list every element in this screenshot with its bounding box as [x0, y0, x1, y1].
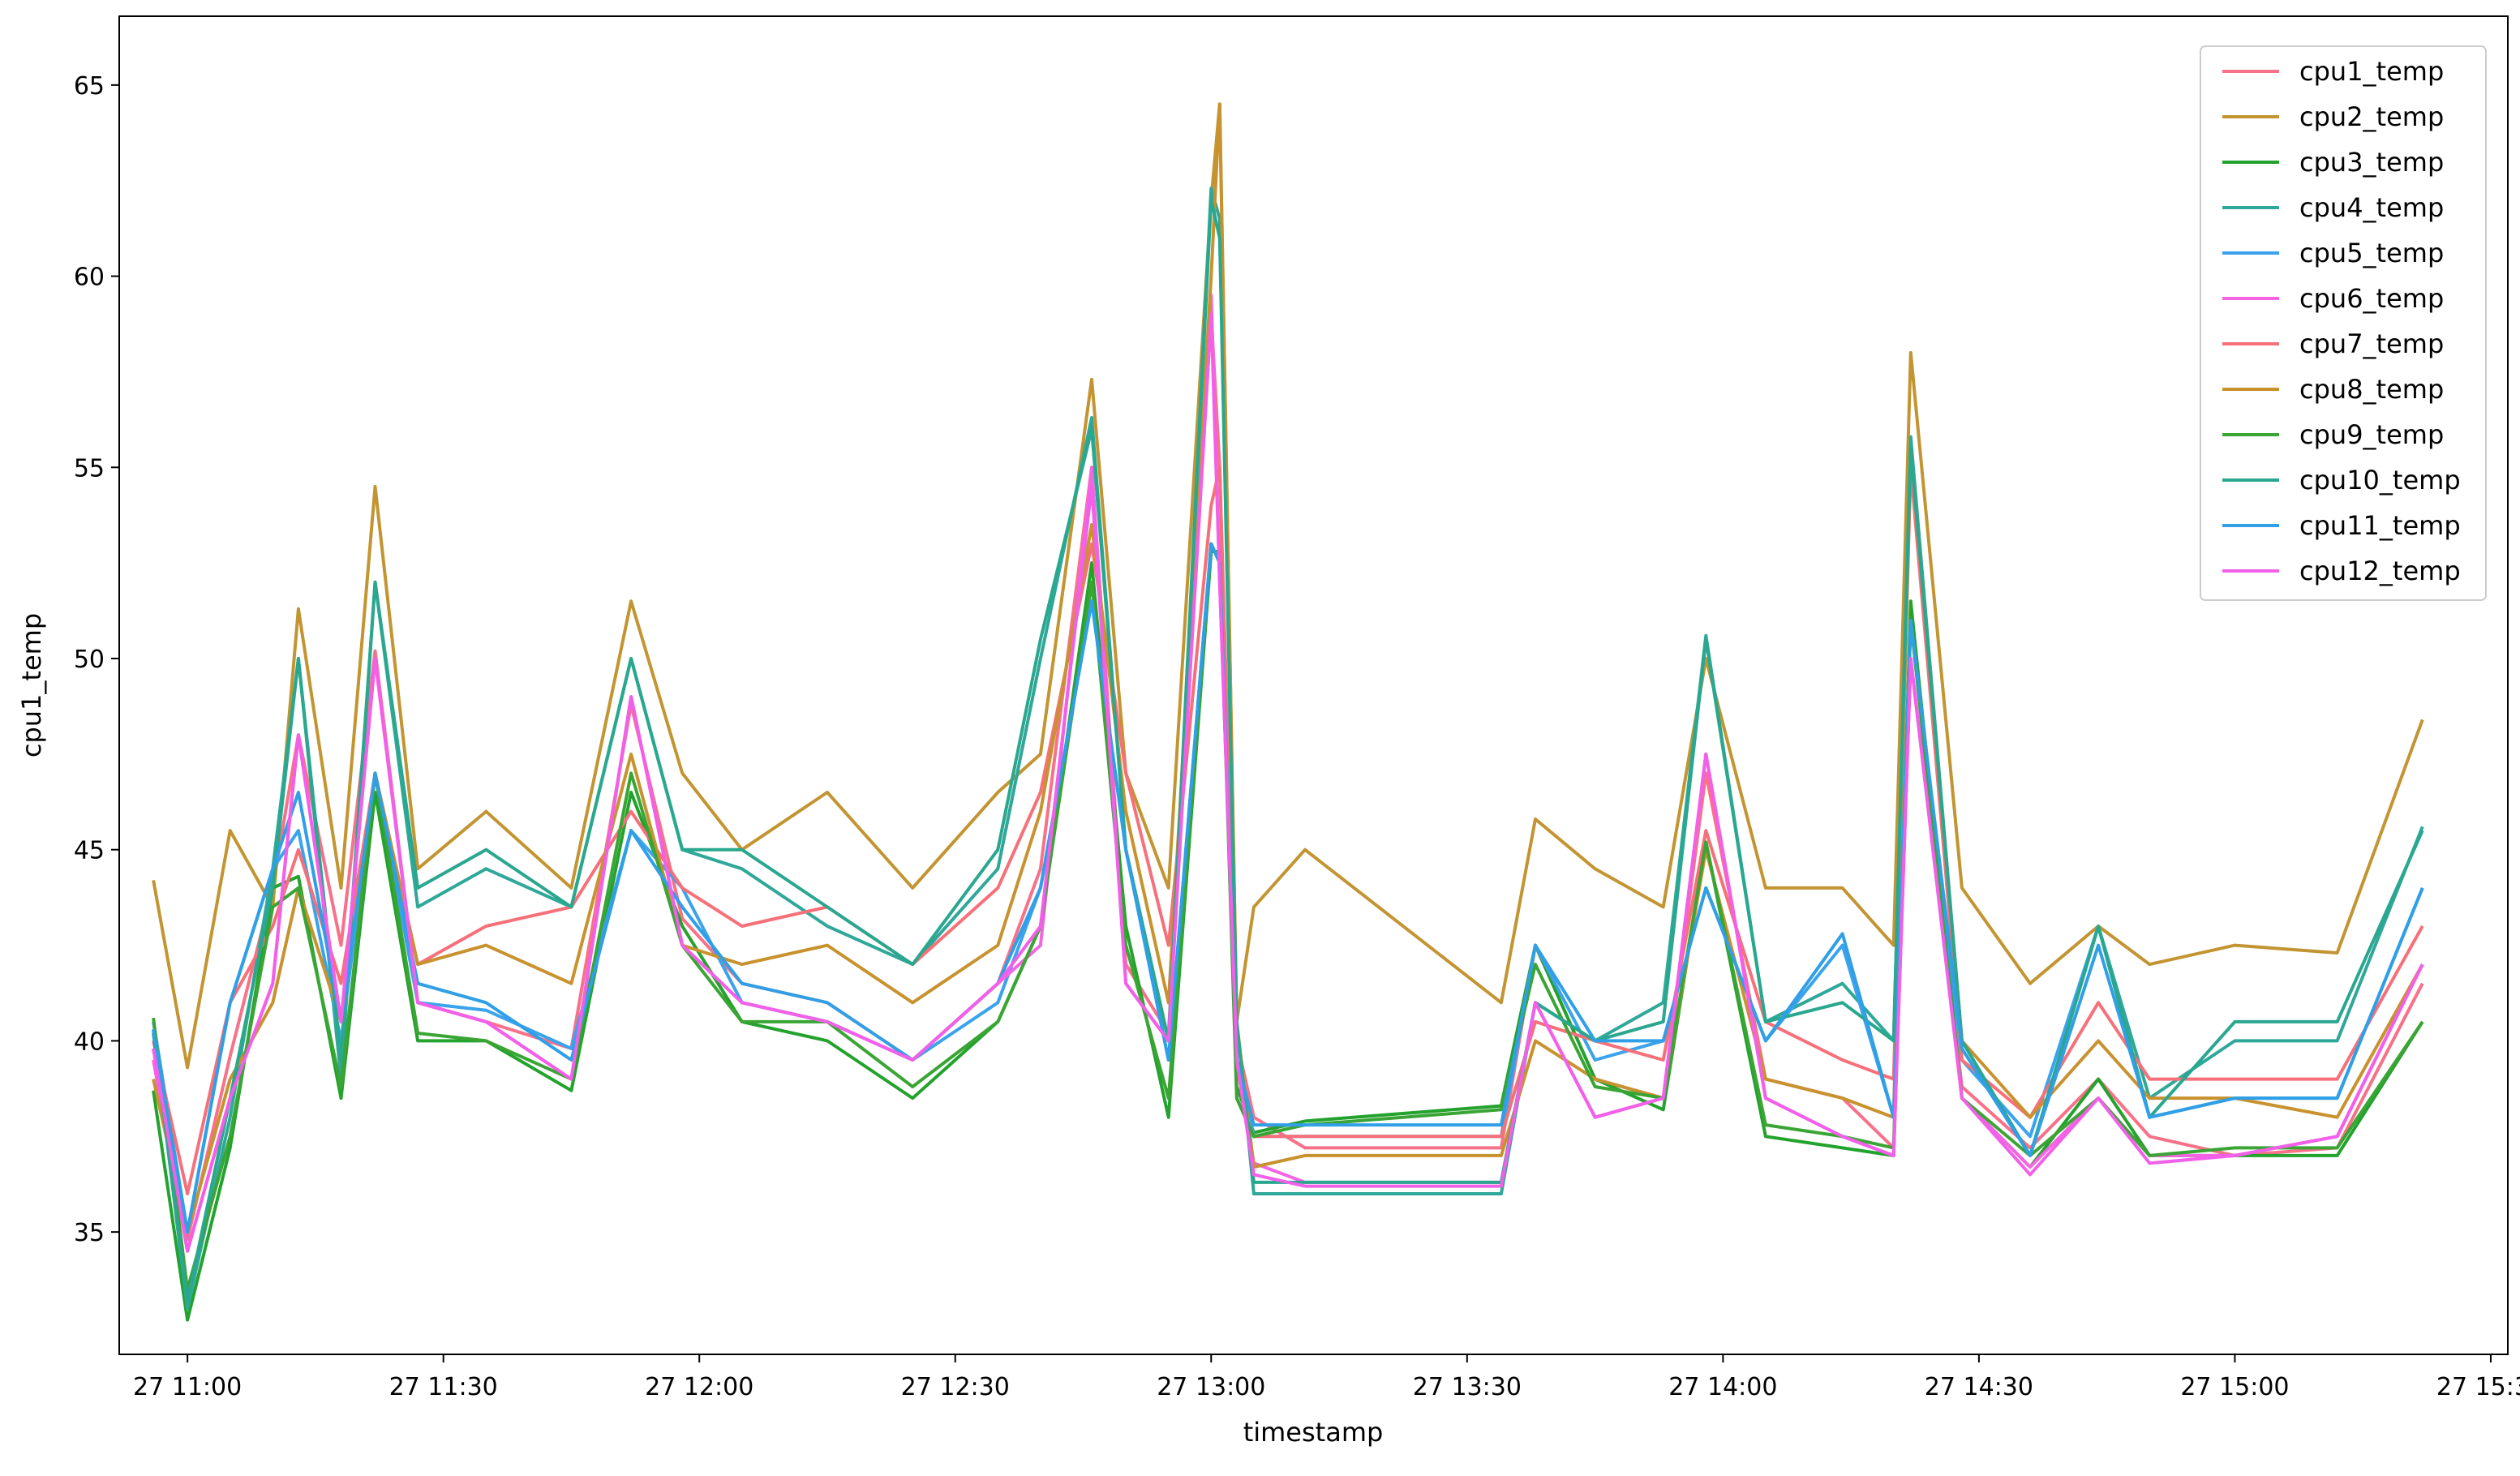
legend-label: cpu7_temp — [2299, 328, 2444, 359]
y-axis: 35 40 45 50 55 60 65 — [74, 72, 119, 1247]
y-tick-label: 40 — [74, 1028, 105, 1056]
legend-label: cpu3_temp — [2299, 147, 2444, 178]
x-tick-label: 27 11:30 — [389, 1373, 498, 1401]
legend-label: cpu9_temp — [2299, 419, 2444, 450]
x-axis-title: timestamp — [1243, 1417, 1384, 1448]
series-line-cpu10_temp — [152, 198, 2424, 1302]
x-axis: 27 11:00 27 11:30 27 12:00 27 12:30 27 13:00… — [133, 1354, 2520, 1401]
y-tick-label: 45 — [74, 837, 105, 865]
legend-label: cpu12_temp — [2299, 556, 2461, 586]
legend-label: cpu5_temp — [2299, 238, 2444, 268]
y-tick-label: 50 — [74, 646, 105, 674]
legend: cpu1_temp cpu2_temp cpu3_temp cpu4_temp cpu5… — [2200, 45, 2487, 601]
y-axis-title: cpu1_temp — [16, 613, 47, 757]
x-tick-label: 27 15:00 — [2180, 1373, 2289, 1401]
legend-label: cpu4_temp — [2299, 192, 2444, 223]
legend-box — [2200, 45, 2487, 601]
legend-label: cpu6_temp — [2299, 283, 2444, 314]
y-tick-label: 60 — [74, 264, 105, 292]
y-tick-label: 65 — [74, 72, 105, 101]
y-tick-label: 55 — [74, 454, 105, 483]
x-tick-label: 27 13:00 — [1157, 1373, 1265, 1401]
legend-label: cpu2_temp — [2299, 101, 2444, 132]
legend-label: cpu10_temp — [2299, 465, 2461, 496]
x-tick-label: 27 12:30 — [901, 1373, 1010, 1401]
legend-label: cpu11_temp — [2299, 510, 2461, 541]
plot-frame — [118, 15, 2509, 1355]
legend-items: cpu1_temp cpu2_temp cpu3_temp cpu4_temp cpu5… — [2222, 56, 2461, 586]
x-tick-label: 27 14:30 — [1925, 1373, 2033, 1401]
legend-label: cpu1_temp — [2299, 56, 2444, 87]
x-tick-label: 27 12:00 — [645, 1373, 753, 1401]
x-tick-label: 27 11:00 — [133, 1373, 242, 1401]
x-tick-label: 27 15:30 — [2436, 1373, 2520, 1401]
legend-label: cpu8_temp — [2299, 374, 2444, 405]
series-line-cpu12_temp — [152, 312, 2424, 1253]
y-tick-label: 35 — [74, 1219, 105, 1247]
x-tick-label: 27 14:00 — [1668, 1373, 1777, 1401]
series-line-cpu11_temp — [152, 542, 2424, 1234]
series-layer — [152, 102, 2424, 1322]
x-tick-label: 27 13:30 — [1413, 1373, 1522, 1401]
